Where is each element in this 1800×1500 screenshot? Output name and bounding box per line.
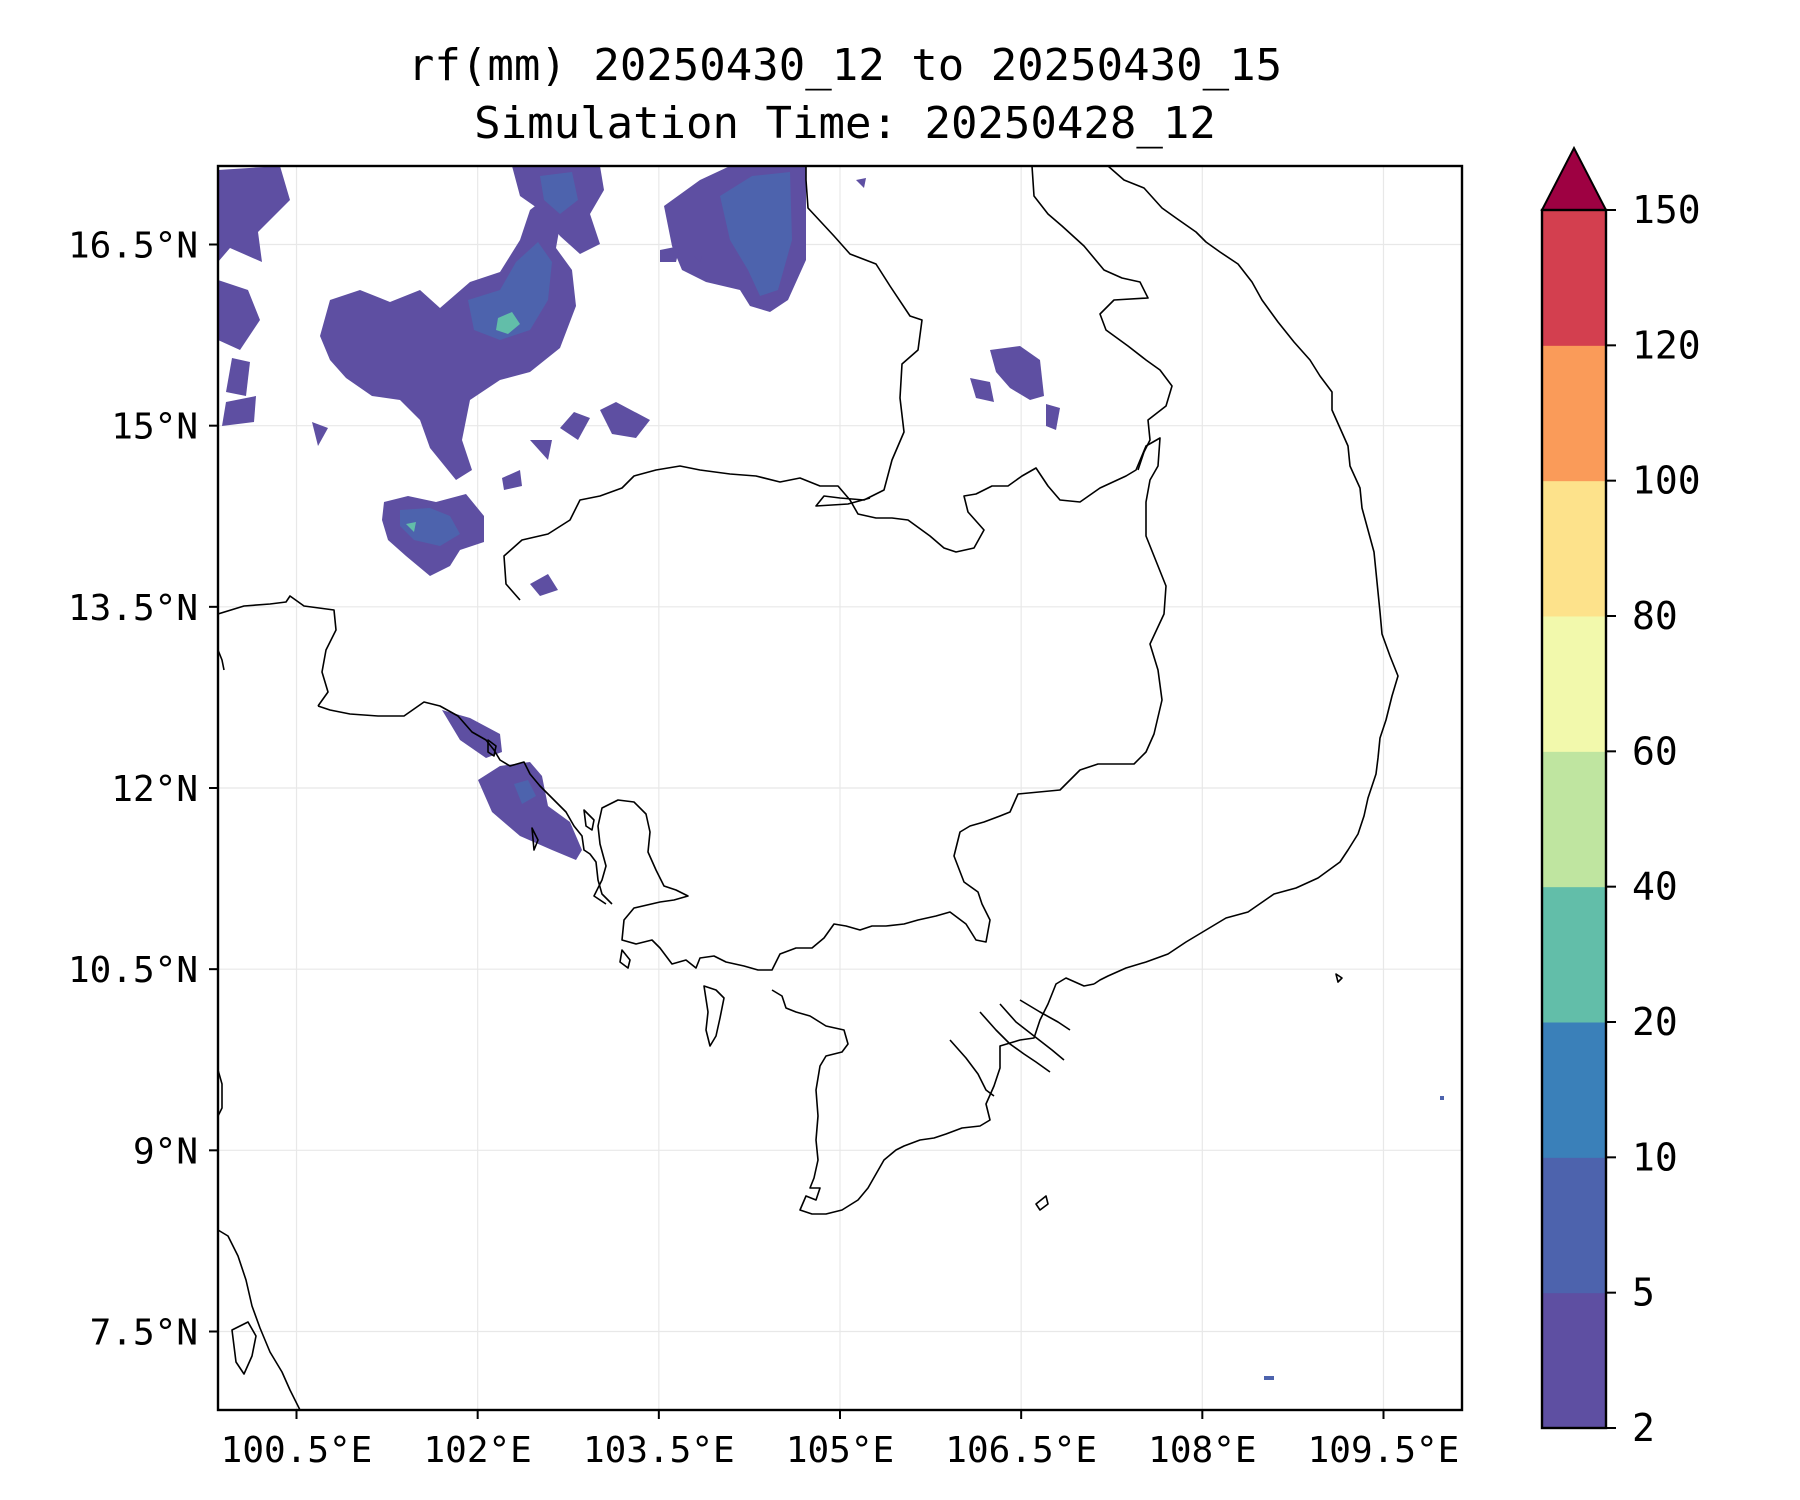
rainfall-contours — [218, 166, 1444, 1380]
rain-area-peak-north — [496, 312, 520, 334]
colorbar-segment — [1542, 210, 1606, 346]
island-gulf-4 — [531, 827, 539, 851]
rain-area-west-edge-2 — [226, 358, 250, 396]
coastline-and-borders — [218, 166, 1399, 1410]
colorbar-frame — [1540, 208, 1608, 1430]
delta-channel-1 — [979, 1011, 1051, 1073]
rain-area-north-top-b — [540, 172, 578, 214]
x-tick-label: 106.5°E — [945, 1430, 1097, 1471]
colorbar-tick-label: 10 — [1632, 1135, 1678, 1179]
rain-speck-3 — [856, 178, 866, 188]
laos-border — [805, 166, 923, 507]
colorbar-segment — [1542, 1292, 1606, 1429]
x-tick-label: 108°E — [1148, 1430, 1256, 1471]
colorbar-tick-label: 40 — [1632, 865, 1678, 909]
rain-area-laos-west-b — [720, 172, 792, 296]
vietnam-coast — [1093, 166, 1399, 985]
colorbar-segment — [1542, 616, 1606, 752]
laos-east-border — [1031, 166, 1173, 471]
island-gulf-1 — [619, 949, 631, 969]
thai-border-west — [218, 595, 337, 707]
rain-area-small-5 — [312, 422, 328, 446]
rain-area-central-thailand-b — [400, 508, 460, 546]
rain-area-north-cluster — [320, 196, 576, 480]
title-line-2: Simulation Time: 20250428_12 — [474, 98, 1216, 149]
mekong-delta-coast — [771, 977, 1095, 1215]
colorbar-tick-label: 60 — [1632, 729, 1678, 773]
y-tick-label: 12°N — [111, 769, 198, 810]
y-tick-label: 7.5°N — [90, 1312, 198, 1353]
colorbar-segment — [1542, 345, 1606, 482]
rain-speck-1 — [1264, 1376, 1274, 1380]
rain-area-laos-east-small-2 — [1046, 404, 1060, 430]
rain-area-north-cluster-b — [468, 242, 552, 340]
x-axis-ticks: 100.5°E 102°E 103.5°E 105°E 106.5°E 108°E 109.… — [221, 1410, 1460, 1471]
colorbar-segment — [1542, 1022, 1606, 1158]
island-gulf-2 — [1035, 1195, 1049, 1211]
island-south-2 — [218, 1069, 223, 1117]
x-tick-label: 109.5°E — [1308, 1430, 1460, 1471]
x-tick-label: 100.5°E — [221, 1430, 373, 1471]
rain-area-gulf-coast-1 — [442, 710, 502, 758]
colorbar-segment — [1542, 1157, 1606, 1294]
thai-east-edge — [218, 649, 225, 671]
colorbar-tick-label: 5 — [1632, 1271, 1655, 1315]
colorbar-tick-label: 150 — [1632, 188, 1701, 232]
colorbar: 2 5 10 20 40 60 80 100 120 150 — [1540, 145, 1701, 1450]
delta-channel-2 — [999, 1003, 1065, 1061]
thai-gulf-coast — [317, 701, 613, 905]
rain-speck-2 — [1440, 1096, 1444, 1100]
colorbar-segment — [1542, 751, 1606, 888]
map-panel: 100.5°E 102°E 103.5°E 105°E 106.5°E 108°E 109.… — [68, 164, 1464, 1471]
colorbar-tick-label: 120 — [1632, 323, 1701, 367]
y-axis-ticks: 16.5°N 15°N 13.5°N 12°N 10.5°N 9°N 7.5°N — [68, 226, 218, 1353]
rain-area-small-1 — [660, 246, 680, 262]
colorbar-tick-label: 2 — [1632, 1406, 1655, 1450]
colorbar-segment — [1542, 886, 1606, 1023]
delta-channel-3 — [1019, 999, 1071, 1031]
colorbar-tick-label: 20 — [1632, 1000, 1678, 1044]
rain-area-cambodia-nw — [530, 574, 558, 596]
rain-area-nw-thailand — [218, 166, 290, 262]
x-tick-label: 103.5°E — [583, 1430, 735, 1471]
x-tick-label: 102°E — [423, 1430, 531, 1471]
x-tick-label: 105°E — [786, 1430, 894, 1471]
rain-area-laos-east — [990, 346, 1044, 400]
rain-area-peak-central — [406, 522, 416, 532]
rain-area-laos-east-small — [970, 378, 994, 402]
rain-area-west-edge — [218, 280, 260, 350]
rain-area-small-4 — [502, 470, 522, 490]
y-tick-label: 10.5°N — [68, 950, 198, 991]
colorbar-tick-label: 100 — [1632, 459, 1701, 503]
island-gulf-3 — [1335, 973, 1343, 983]
delta-channel-4 — [949, 1039, 995, 1097]
colorbar-tick-label: 80 — [1632, 594, 1678, 638]
title-line-1: rf(mm) 20250430_12 to 20250430_15 — [408, 40, 1282, 91]
rain-area-small-3 — [600, 402, 650, 438]
rain-area-gulf-coast-2 — [478, 762, 582, 860]
rain-area-small-2 — [560, 412, 590, 440]
island-phu-quoc — [703, 985, 725, 1047]
rain-speck-4 — [694, 256, 702, 262]
rain-area-gulf-coast-2b — [514, 780, 536, 804]
y-tick-label: 16.5°N — [68, 226, 198, 267]
colorbar-extend-arrow — [1540, 145, 1608, 211]
y-tick-label: 15°N — [111, 407, 198, 448]
rain-area-small-6 — [530, 440, 552, 460]
island-west-1 — [583, 809, 595, 831]
rain-area-west-edge-3 — [222, 396, 256, 426]
y-tick-label: 13.5°N — [68, 588, 198, 629]
y-tick-label: 9°N — [133, 1131, 198, 1172]
cambodia-border — [503, 437, 1167, 971]
island-koh-kong — [487, 739, 497, 757]
thai-coast-peninsula — [218, 1229, 301, 1410]
island-south-1 — [231, 1321, 257, 1375]
colorbar-segment — [1542, 480, 1606, 617]
